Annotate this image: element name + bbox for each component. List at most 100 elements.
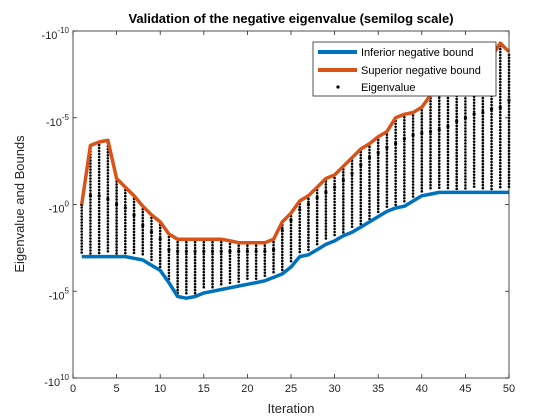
eigenvalue-point	[237, 256, 240, 259]
eigenvalue-point	[464, 175, 467, 178]
eigenvalue-point	[368, 166, 371, 170]
eigenvalue-point	[481, 126, 485, 130]
eigenvalue-point	[80, 215, 84, 218]
eigenvalue-point	[350, 192, 354, 195]
eigenvalue-point	[420, 166, 424, 169]
eigenvalue-point	[411, 126, 415, 129]
eigenvalue-point	[185, 276, 188, 280]
eigenvalue-point	[211, 279, 214, 283]
eigenvalue-point	[342, 171, 345, 174]
eigenvalue-point	[411, 147, 415, 150]
eigenvalue-point	[280, 265, 284, 269]
eigenvalue-point	[403, 178, 406, 182]
eigenvalue-point	[80, 236, 84, 239]
eigenvalue-point	[403, 127, 406, 131]
eigenvalue-point	[472, 131, 476, 134]
eigenvalue-point	[202, 273, 206, 277]
eigenvalue-point	[429, 132, 432, 136]
eigenvalue-point	[385, 175, 389, 178]
eigenvalue-point	[464, 154, 467, 157]
eigenvalue-point	[211, 240, 214, 244]
eigenvalue-point	[115, 237, 118, 240]
eigenvalue-point	[289, 235, 293, 239]
eigenvalue-point	[498, 86, 502, 90]
eigenvalue-point	[472, 158, 476, 161]
eigenvalue-point	[298, 208, 302, 212]
eigenvalue-point	[333, 197, 336, 201]
eigenvalue-point	[176, 249, 180, 253]
eigenvalue-point	[202, 267, 206, 271]
eigenvalue-point	[333, 206, 336, 210]
eigenvalue-point	[385, 178, 389, 181]
eigenvalue-point	[80, 242, 84, 245]
eigenvalue-point	[437, 168, 441, 172]
eigenvalue-point	[246, 259, 249, 262]
eigenvalue-point	[193, 270, 197, 274]
eigenvalue-point	[106, 181, 110, 184]
eigenvalue-point	[429, 150, 432, 154]
y-tick-label: -105	[49, 286, 70, 302]
eigenvalue-point	[307, 242, 310, 246]
eigenvalue-point	[307, 227, 310, 231]
eigenvalue-point	[350, 180, 354, 183]
eigenvalue-point	[97, 230, 101, 234]
eigenvalue-point	[455, 160, 458, 164]
eigenvalue-point	[219, 246, 223, 250]
eigenvalue-point	[115, 186, 118, 189]
eigenvalue-point	[80, 209, 84, 212]
chart-title: Validation of the negative eigenvalue (s…	[128, 11, 453, 26]
eigenvalue-point	[106, 238, 110, 241]
eigenvalue-point	[167, 238, 171, 242]
eigenvalue-point	[420, 118, 424, 121]
eigenvalue-point	[124, 233, 127, 237]
eigenvalue-point	[115, 183, 118, 186]
eigenvalue-point	[411, 153, 415, 156]
eigenvalue-point	[184, 249, 188, 253]
eigenvalue-point	[394, 137, 397, 141]
eigenvalue-point	[446, 147, 450, 151]
eigenvalue-point	[272, 240, 275, 244]
eigenvalue-point	[464, 151, 467, 154]
eigenvalue-point	[106, 205, 110, 208]
legend: Inferior negative bound Superior negativ…	[312, 41, 497, 97]
eigenvalue-point	[272, 267, 275, 271]
y-tick-label: -10-5	[46, 113, 70, 129]
eigenvalue-point	[324, 228, 328, 231]
eigenvalue-point	[429, 120, 432, 124]
eigenvalue-point	[472, 140, 476, 143]
eigenvalue-point	[394, 197, 397, 201]
eigenvalue-point	[342, 195, 345, 198]
eigenvalue-point	[106, 175, 110, 178]
eigenvalue-point	[498, 167, 502, 171]
eigenvalue-point	[106, 211, 110, 214]
eigenvalue-point	[254, 256, 258, 259]
eigenvalue-point	[481, 153, 485, 157]
eigenvalue-point	[158, 250, 162, 254]
eigenvalue-point	[429, 165, 432, 169]
eigenvalue-point	[211, 267, 214, 271]
eigenvalue-point	[464, 112, 467, 115]
eigenvalue-point	[193, 291, 197, 295]
eigenvalue-point	[141, 249, 145, 253]
eigenvalue-point	[185, 288, 188, 292]
eigenvalue-point	[132, 200, 136, 204]
eigenvalue-point	[464, 136, 467, 139]
eigenvalue-point	[429, 183, 432, 187]
eigenvalue-point	[394, 125, 397, 129]
eigenvalue-point	[176, 279, 179, 283]
eigenvalue-point	[124, 194, 127, 198]
eigenvalue-point	[124, 209, 127, 213]
eigenvalue-point	[437, 144, 441, 148]
eigenvalue-point	[106, 250, 110, 253]
eigenvalue-point	[429, 168, 432, 172]
eigenvalue-point	[481, 99, 485, 103]
eigenvalue-point	[429, 135, 432, 139]
eigenvalue-point	[193, 267, 197, 271]
eigenvalue-point	[141, 243, 145, 247]
eigenvalue-point	[97, 170, 101, 174]
eigenvalue-point	[403, 118, 406, 122]
eigenvalue-point	[132, 209, 136, 213]
eigenvalue-point	[106, 172, 110, 175]
eigenvalue-point	[411, 192, 415, 195]
eigenvalue-point	[411, 168, 415, 171]
